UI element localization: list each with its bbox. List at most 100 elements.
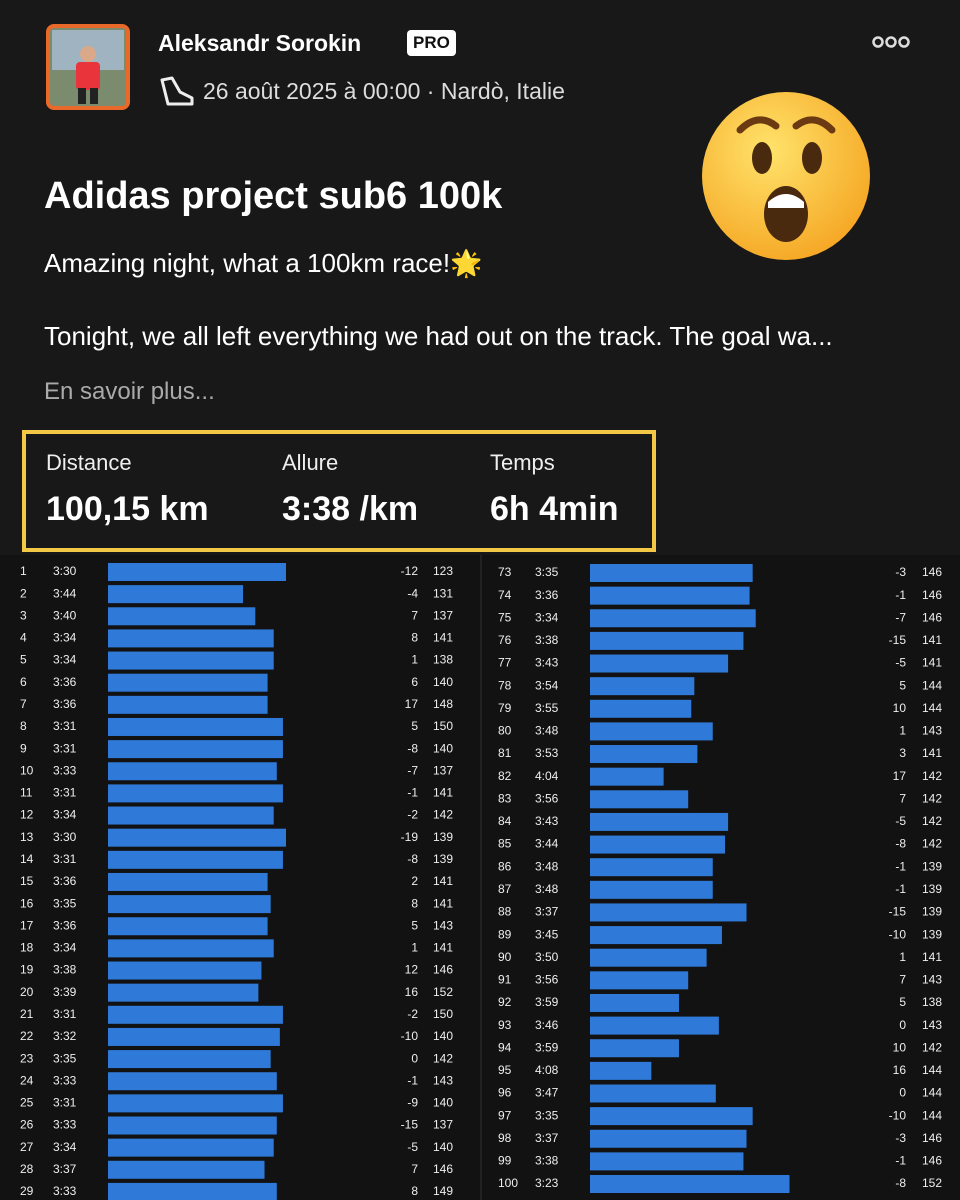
split-elevation: -1	[407, 1073, 418, 1087]
split-elevation: 5	[411, 719, 418, 733]
split-pace: 3:59	[535, 995, 559, 1009]
split-km: 96	[498, 1086, 512, 1100]
split-pace: 3:39	[53, 985, 77, 999]
pace-bar	[108, 961, 262, 980]
split-elevation: -5	[895, 814, 906, 828]
split-pace: 3:55	[535, 701, 559, 715]
split-km: 93	[498, 1018, 512, 1032]
split-heart-rate: 140	[433, 741, 453, 755]
pace-bar	[108, 828, 286, 847]
split-pace: 3:43	[535, 814, 559, 828]
split-km: 14	[20, 852, 34, 866]
split-km: 86	[498, 859, 512, 873]
split-heart-rate: 138	[433, 653, 453, 667]
split-km: 98	[498, 1131, 512, 1145]
pace-bar	[590, 654, 729, 673]
pace-bar	[590, 677, 695, 696]
split-heart-rate: 141	[922, 656, 942, 670]
split-elevation: -19	[401, 830, 419, 844]
pace-bar	[590, 1016, 719, 1035]
pace-bar	[108, 1072, 277, 1091]
split-elevation: -2	[407, 808, 418, 822]
split-heart-rate: 141	[922, 950, 942, 964]
split-pace: 3:53	[535, 746, 559, 760]
pace-bar	[590, 993, 679, 1012]
split-km: 89	[498, 927, 512, 941]
pace-bar	[108, 651, 274, 670]
split-heart-rate: 137	[433, 1118, 453, 1132]
split-elevation: 5	[899, 995, 906, 1009]
split-km: 13	[20, 830, 34, 844]
stat-value: 100,15 km	[46, 490, 209, 528]
split-heart-rate: 149	[433, 1184, 453, 1198]
pace-bar	[590, 586, 750, 605]
pace-bar	[108, 740, 283, 759]
pace-bar	[590, 609, 756, 628]
split-pace: 3:31	[53, 1096, 77, 1110]
pace-bar	[108, 717, 283, 736]
pace-bar	[108, 629, 274, 648]
split-heart-rate: 146	[433, 963, 453, 977]
avatar[interactable]	[46, 24, 130, 110]
split-elevation: -1	[407, 786, 418, 800]
pace-bar	[108, 784, 283, 803]
split-elevation: -9	[407, 1096, 418, 1110]
split-heart-rate: 140	[433, 1096, 453, 1110]
split-elevation: -1	[895, 882, 906, 896]
split-pace: 3:56	[535, 791, 559, 805]
pace-bar	[590, 880, 713, 899]
split-heart-rate: 146	[922, 1131, 942, 1145]
split-km: 21	[20, 1007, 34, 1021]
split-km: 90	[498, 950, 512, 964]
split-heart-rate: 142	[922, 769, 942, 783]
split-km: 78	[498, 678, 512, 692]
split-heart-rate: 152	[433, 985, 453, 999]
split-km: 81	[498, 746, 512, 760]
split-heart-rate: 141	[433, 631, 453, 645]
pace-bar	[108, 806, 274, 825]
split-pace: 3:35	[53, 896, 77, 910]
pace-bar	[108, 939, 274, 958]
split-pace: 3:34	[53, 631, 77, 645]
pace-bar	[108, 563, 286, 581]
split-km: 6	[20, 675, 27, 689]
user-name[interactable]: Aleksandr Sorokin	[158, 30, 362, 56]
split-km: 80	[498, 724, 512, 738]
split-pace: 3:36	[53, 874, 77, 888]
split-pace: 3:38	[53, 963, 77, 977]
split-pace: 4:04	[535, 769, 559, 783]
split-pace: 3:34	[535, 610, 559, 624]
split-heart-rate: 142	[922, 1040, 942, 1054]
split-pace: 3:34	[53, 941, 77, 955]
pace-bar	[108, 1138, 274, 1157]
split-km: 91	[498, 973, 512, 987]
split-heart-rate: 139	[922, 905, 942, 919]
split-elevation: 7	[899, 791, 906, 805]
split-elevation: -5	[895, 656, 906, 670]
split-heart-rate: 131	[433, 586, 453, 600]
split-elevation: -1	[895, 859, 906, 873]
split-elevation: 7	[899, 973, 906, 987]
split-elevation: 10	[893, 701, 907, 715]
split-elevation: -3	[895, 565, 906, 579]
surprised-emoji	[702, 92, 870, 260]
split-heart-rate: 146	[922, 610, 942, 624]
split-elevation: 12	[405, 963, 419, 977]
more-menu[interactable]	[872, 34, 910, 50]
stat-label: Allure	[282, 450, 339, 475]
pace-bar	[108, 1094, 283, 1113]
split-elevation: -3	[895, 1131, 906, 1145]
read-more[interactable]: En savoir plus...	[44, 378, 215, 405]
split-pace: 3:33	[53, 1073, 77, 1087]
split-pace: 3:36	[53, 697, 77, 711]
split-heart-rate: 140	[433, 675, 453, 689]
split-elevation: -15	[401, 1118, 419, 1132]
pace-bar	[108, 607, 256, 626]
split-heart-rate: 143	[433, 1073, 453, 1087]
pace-bar	[590, 767, 664, 786]
pace-bar	[108, 895, 271, 914]
split-heart-rate: 152	[922, 1176, 942, 1190]
split-pace: 3:36	[53, 918, 77, 932]
